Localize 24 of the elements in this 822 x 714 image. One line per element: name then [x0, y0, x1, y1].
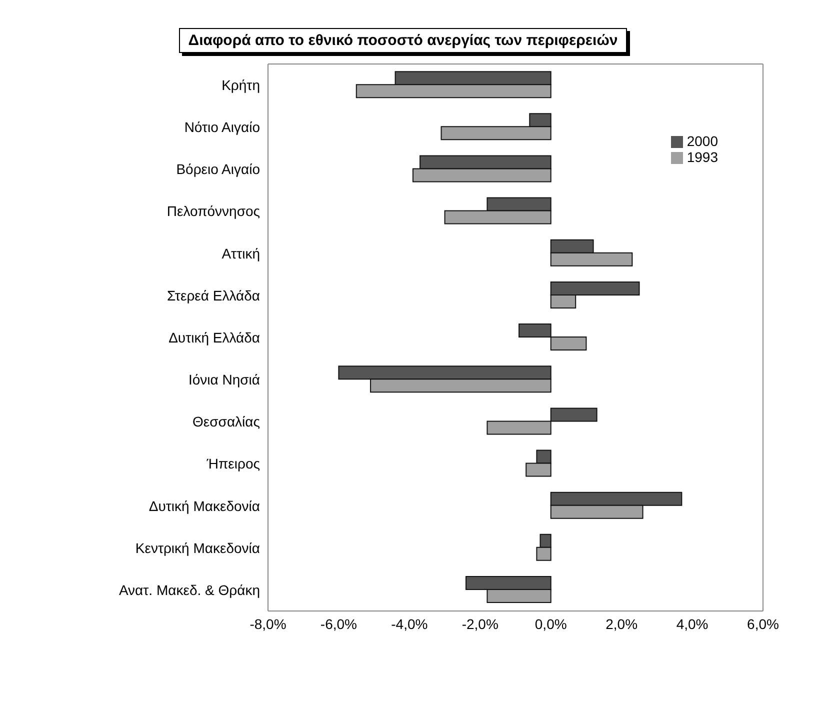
- legend-label: 1993: [686, 149, 718, 165]
- y-tick-label: Ανατ. Μακεδ. & Θράκη: [118, 582, 260, 598]
- y-tick-label: Πελοπόννησος: [166, 203, 260, 220]
- y-tick-label: Θεσσαλίας: [192, 414, 260, 430]
- x-tick-label: 6,0%: [747, 616, 779, 632]
- x-tick-label: -4,0%: [391, 616, 428, 632]
- y-tick-label: Βόρειο Αιγαίο: [176, 161, 260, 178]
- y-tick-label: Δυτική Ελλάδα: [168, 329, 260, 346]
- y-tick-label: Κεντρική Μακεδονία: [135, 540, 260, 556]
- y-tick-label: Ήπειρος: [206, 456, 260, 472]
- chart-title: Διαφορά απο το εθνικό ποσοστό ανεργίας των περιφερειών: [179, 28, 627, 53]
- y-tick-label: Αττική: [222, 245, 260, 262]
- x-tick-label: -6,0%: [320, 616, 358, 632]
- y-tick-label: Ιόνια Νησιά: [188, 372, 260, 388]
- x-tick-label: -2,0%: [462, 616, 498, 632]
- x-tick-label: 0,0%: [534, 616, 567, 632]
- y-tick-label: Νότιο Αιγαίο: [184, 119, 260, 136]
- y-tick-label: Δυτική Μακεδονία: [148, 498, 260, 514]
- y-tick-label: Κρήτη: [222, 77, 260, 94]
- x-tick-label: 2,0%: [606, 616, 638, 632]
- y-tick-label: Στερεά Ελλάδα: [166, 287, 260, 304]
- x-tick-label: -8,0%: [250, 616, 286, 632]
- x-tick-label: 4,0%: [676, 616, 708, 632]
- legend-label: 2000: [686, 133, 718, 149]
